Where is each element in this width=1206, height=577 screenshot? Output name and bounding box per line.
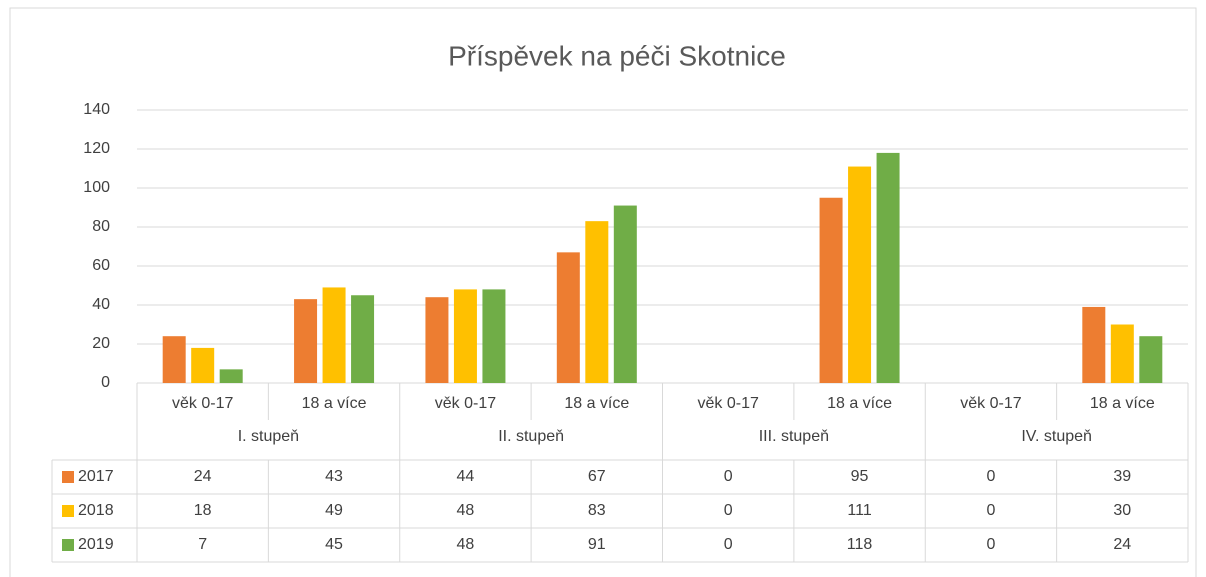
table-value: 43 [325, 468, 343, 485]
y-tick-label: 20 [92, 335, 110, 352]
table-value: 91 [588, 536, 606, 553]
x-tick-label: věk 0-17 [960, 395, 1021, 412]
table-value: 44 [457, 468, 475, 485]
group-label: III. stupeň [759, 428, 829, 445]
x-tick-label: věk 0-17 [435, 395, 496, 412]
legend-label: 2019 [78, 536, 114, 553]
bar [191, 347, 215, 383]
y-tick-label: 140 [83, 101, 110, 118]
bar [162, 336, 186, 383]
bar [294, 299, 318, 383]
table-value: 7 [198, 536, 207, 553]
bar [1139, 336, 1163, 383]
y-tick-label: 80 [92, 218, 110, 235]
bar [613, 205, 637, 383]
table-value: 18 [194, 502, 212, 519]
bar [585, 221, 609, 383]
table-value: 48 [457, 502, 475, 519]
legend-swatch [62, 505, 74, 517]
y-tick-label: 120 [83, 140, 110, 157]
table-value: 39 [1113, 468, 1131, 485]
table-value: 0 [986, 536, 995, 553]
x-tick-label: 18 a více [827, 395, 892, 412]
legend-label: 2018 [78, 502, 114, 519]
legend-label: 2017 [78, 468, 114, 485]
table-value: 24 [194, 468, 212, 485]
bar [1110, 324, 1134, 383]
chart-title: Příspěvek na péči Skotnice [448, 40, 786, 71]
table-value: 95 [851, 468, 869, 485]
group-label: IV. stupeň [1021, 428, 1092, 445]
x-tick-label: 18 a více [1090, 395, 1155, 412]
bar [482, 289, 506, 383]
x-tick-label: věk 0-17 [172, 395, 233, 412]
x-tick-label: věk 0-17 [698, 395, 759, 412]
table-value: 111 [847, 502, 871, 519]
table-value: 48 [457, 536, 475, 553]
bar [819, 197, 843, 383]
chart-border [9, 7, 1197, 577]
bar [556, 252, 580, 383]
table-value: 0 [986, 468, 995, 485]
table-value: 83 [588, 502, 606, 519]
group-label: II. stupeň [498, 428, 564, 445]
y-tick-label: 0 [101, 374, 110, 391]
bar [425, 297, 449, 383]
legend-swatch [62, 471, 74, 483]
y-tick-label: 60 [92, 257, 110, 274]
y-tick-label: 40 [92, 296, 110, 313]
table-value: 0 [724, 468, 733, 485]
bar [1082, 306, 1106, 383]
group-label: I. stupeň [238, 428, 299, 445]
x-tick-label: 18 a více [564, 395, 629, 412]
x-tick-label: 18 a více [302, 395, 367, 412]
bar [453, 289, 477, 383]
bar [322, 287, 346, 383]
bar [219, 369, 243, 383]
y-tick-label: 100 [83, 179, 110, 196]
table-value: 30 [1113, 502, 1131, 519]
bar [351, 295, 375, 383]
bar [876, 152, 900, 383]
table-value: 0 [724, 536, 733, 553]
table-value: 24 [1113, 536, 1131, 553]
table-value: 0 [986, 502, 995, 519]
table-value: 49 [325, 502, 343, 519]
table-value: 67 [588, 468, 606, 485]
table-value: 0 [724, 502, 733, 519]
bar [848, 166, 872, 383]
table-value: 118 [847, 536, 873, 553]
legend-swatch [62, 539, 74, 551]
table-value: 45 [325, 536, 343, 553]
